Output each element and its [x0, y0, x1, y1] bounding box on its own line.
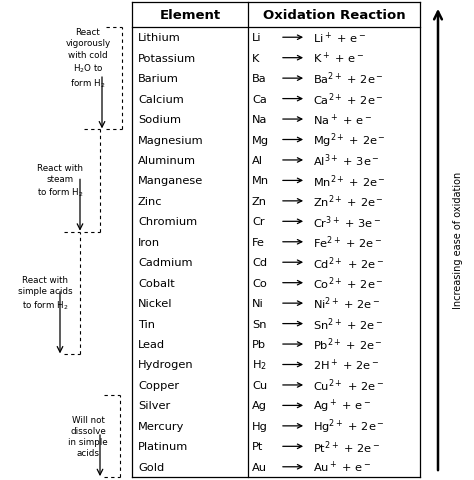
Text: React
vigorously
with cold
H$_2$O to
form H$_2$: React vigorously with cold H$_2$O to for…: [65, 28, 110, 90]
Text: Hydrogen: Hydrogen: [138, 360, 193, 370]
Text: Aluminum: Aluminum: [138, 156, 196, 166]
Text: Manganese: Manganese: [138, 176, 203, 186]
Text: Mn: Mn: [252, 176, 269, 186]
Text: Cu$^{2+}$ + 2e$^-$: Cu$^{2+}$ + 2e$^-$: [313, 377, 384, 394]
Text: Potassium: Potassium: [138, 54, 196, 63]
Text: Nickel: Nickel: [138, 299, 173, 309]
Text: Ca: Ca: [252, 95, 267, 104]
Text: Ag$^+$ + e$^-$: Ag$^+$ + e$^-$: [313, 397, 372, 414]
Text: Ba$^{2+}$ + 2e$^-$: Ba$^{2+}$ + 2e$^-$: [313, 71, 383, 87]
Text: Gold: Gold: [138, 462, 164, 472]
Text: Chromium: Chromium: [138, 217, 197, 227]
Text: Pt: Pt: [252, 442, 264, 451]
Text: Cr: Cr: [252, 217, 264, 227]
Text: Increasing ease of oxidation: Increasing ease of oxidation: [453, 171, 463, 309]
Text: Cd: Cd: [252, 258, 267, 268]
Text: Li: Li: [252, 33, 262, 43]
Text: React with
simple acids
to form H$_2$: React with simple acids to form H$_2$: [18, 276, 73, 311]
Text: Zinc: Zinc: [138, 196, 163, 206]
Text: Pb$^{2+}$ + 2e$^-$: Pb$^{2+}$ + 2e$^-$: [313, 336, 383, 353]
Text: Pt$^{2+}$ + 2e$^-$: Pt$^{2+}$ + 2e$^-$: [313, 438, 380, 455]
Text: Cobalt: Cobalt: [138, 278, 175, 288]
Text: Co: Co: [252, 278, 267, 288]
Text: Ca$^{2+}$ + 2e$^-$: Ca$^{2+}$ + 2e$^-$: [313, 91, 383, 108]
Text: Tin: Tin: [138, 319, 155, 329]
Text: K$^+$ + e$^-$: K$^+$ + e$^-$: [313, 51, 364, 66]
Text: Will not
dissolve
in simple
acids: Will not dissolve in simple acids: [68, 415, 108, 457]
Text: Li$^+$ + e$^-$: Li$^+$ + e$^-$: [313, 31, 366, 46]
Text: Na: Na: [252, 115, 267, 125]
Text: Zn$^{2+}$ + 2e$^-$: Zn$^{2+}$ + 2e$^-$: [313, 193, 384, 210]
Text: Ni$^{2+}$ + 2e$^-$: Ni$^{2+}$ + 2e$^-$: [313, 295, 381, 312]
Text: Barium: Barium: [138, 74, 179, 84]
Text: Au$^+$ + e$^-$: Au$^+$ + e$^-$: [313, 459, 372, 474]
Text: Mg: Mg: [252, 135, 269, 145]
Text: Ag: Ag: [252, 401, 267, 410]
Text: Element: Element: [159, 9, 220, 22]
Text: Cr$^{3+}$ + 3e$^-$: Cr$^{3+}$ + 3e$^-$: [313, 214, 382, 230]
Text: Mn$^{2+}$ + 2e$^-$: Mn$^{2+}$ + 2e$^-$: [313, 173, 386, 189]
Text: Sn: Sn: [252, 319, 266, 329]
Text: Ba: Ba: [252, 74, 266, 84]
Text: React with
steam
to form H$_2$: React with steam to form H$_2$: [36, 163, 83, 199]
Text: Ni: Ni: [252, 299, 264, 309]
Text: Lead: Lead: [138, 339, 165, 349]
Text: Co$^{2+}$ + 2e$^-$: Co$^{2+}$ + 2e$^-$: [313, 275, 383, 291]
Text: Cd$^{2+}$ + 2e$^-$: Cd$^{2+}$ + 2e$^-$: [313, 254, 384, 271]
Text: Magnesium: Magnesium: [138, 135, 204, 145]
Text: Na$^+$ + e$^-$: Na$^+$ + e$^-$: [313, 112, 372, 127]
Text: Hg: Hg: [252, 421, 268, 431]
Text: Copper: Copper: [138, 380, 179, 390]
Text: Silver: Silver: [138, 401, 170, 410]
Text: Mercury: Mercury: [138, 421, 184, 431]
Text: Fe: Fe: [252, 237, 265, 247]
Text: Zn: Zn: [252, 196, 267, 206]
Text: Iron: Iron: [138, 237, 160, 247]
Text: K: K: [252, 54, 259, 63]
Text: Al: Al: [252, 156, 263, 166]
Text: Sodium: Sodium: [138, 115, 181, 125]
Text: Cu: Cu: [252, 380, 267, 390]
Text: Al$^{3+}$ + 3e$^-$: Al$^{3+}$ + 3e$^-$: [313, 152, 380, 169]
Text: Pb: Pb: [252, 339, 266, 349]
Text: Oxidation Reaction: Oxidation Reaction: [263, 9, 405, 22]
Text: Hg$^{2+}$ + 2e$^-$: Hg$^{2+}$ + 2e$^-$: [313, 417, 384, 435]
Text: Sn$^{2+}$ + 2e$^-$: Sn$^{2+}$ + 2e$^-$: [313, 316, 383, 332]
Text: Fe$^{2+}$ + 2e$^-$: Fe$^{2+}$ + 2e$^-$: [313, 234, 383, 251]
Text: Cadmium: Cadmium: [138, 258, 192, 268]
Text: Mg$^{2+}$ + 2e$^-$: Mg$^{2+}$ + 2e$^-$: [313, 131, 386, 149]
Text: Lithium: Lithium: [138, 33, 181, 43]
Text: 2H$^+$ + 2e$^-$: 2H$^+$ + 2e$^-$: [313, 357, 380, 372]
Text: Au: Au: [252, 462, 267, 472]
Text: Platinum: Platinum: [138, 442, 188, 451]
Text: H$_2$: H$_2$: [252, 358, 267, 372]
Text: Calcium: Calcium: [138, 95, 184, 104]
